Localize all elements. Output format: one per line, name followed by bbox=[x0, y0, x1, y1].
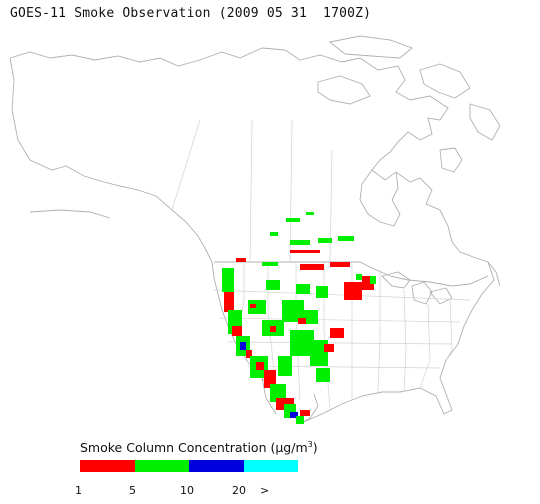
smoke-patch bbox=[330, 262, 350, 267]
smoke-patch bbox=[296, 284, 310, 294]
legend-title-prefix: Smoke Column Concentration ( bbox=[80, 440, 276, 456]
smoke-patch bbox=[248, 300, 266, 314]
canada-us-border bbox=[214, 261, 489, 287]
smoke-patch bbox=[224, 292, 234, 312]
smoke-patch bbox=[296, 416, 304, 424]
smoke-patch bbox=[300, 264, 324, 270]
smoke-patch bbox=[264, 370, 276, 388]
smoke-patch bbox=[324, 344, 334, 352]
aleutians bbox=[29, 209, 111, 219]
legend-tick: 5 bbox=[129, 484, 136, 497]
mexico-outline bbox=[261, 377, 319, 425]
legend-segment-blue bbox=[189, 460, 244, 472]
smoke-patch bbox=[306, 212, 314, 215]
smoke-patch bbox=[246, 350, 252, 358]
smoke-patch bbox=[344, 282, 362, 300]
smoke-patch bbox=[278, 356, 292, 376]
smoke-patch bbox=[318, 238, 332, 243]
legend-tick: 20 bbox=[232, 484, 246, 497]
arctic-islands bbox=[317, 75, 371, 105]
smoke-map bbox=[9, 35, 501, 425]
map-outlines bbox=[9, 35, 501, 425]
smoke-patch bbox=[250, 304, 256, 308]
legend-tick: 10 bbox=[180, 484, 194, 497]
legend-unit: μg/m bbox=[275, 440, 308, 456]
smoke-patch bbox=[304, 310, 318, 324]
smoke-patch bbox=[232, 326, 242, 336]
smoke-patch bbox=[310, 340, 328, 366]
smoke-patch bbox=[240, 342, 246, 350]
arctic-coastline bbox=[9, 47, 501, 287]
smoke-patch bbox=[270, 384, 286, 402]
smoke-patch bbox=[270, 232, 278, 236]
smoke-patch bbox=[370, 276, 376, 284]
smoke-patch bbox=[290, 250, 320, 253]
smoke-patch bbox=[298, 318, 306, 324]
smoke-patch bbox=[282, 300, 304, 322]
smoke-patch bbox=[300, 410, 310, 416]
smoke-patch bbox=[262, 262, 278, 266]
hudson-bay bbox=[359, 169, 401, 227]
smoke-patch bbox=[290, 412, 298, 418]
legend-title: Smoke Column Concentration (μg/m3) bbox=[80, 440, 318, 455]
page-title: GOES-11 Smoke Observation (2009 05 31 17… bbox=[10, 6, 372, 21]
smoke-patch bbox=[338, 236, 354, 241]
smoke-patch bbox=[356, 274, 362, 280]
state-lines bbox=[213, 262, 471, 411]
legend-segment-cyan bbox=[243, 460, 298, 472]
smoke-patch bbox=[270, 326, 276, 332]
smoke-patch bbox=[266, 280, 280, 290]
smoke-patch bbox=[256, 362, 264, 370]
smoke-patch bbox=[290, 240, 310, 245]
smoke-patch bbox=[222, 268, 234, 292]
smoke-patch bbox=[316, 368, 330, 382]
legend-tick: > bbox=[260, 484, 270, 497]
legend-title-suffix: ) bbox=[312, 440, 318, 456]
legend-color-bar bbox=[80, 460, 298, 472]
smoke-pixels bbox=[222, 212, 376, 424]
smoke-patch bbox=[330, 328, 344, 338]
legend-segment-red bbox=[80, 460, 135, 472]
legend-unit-superscript: 3 bbox=[307, 440, 313, 449]
smoke-patch bbox=[316, 286, 328, 298]
smoke-patch bbox=[236, 258, 246, 262]
smoke-patch bbox=[286, 218, 300, 222]
atlantic-coastline bbox=[299, 261, 495, 425]
legend-tick: 1 bbox=[75, 484, 82, 497]
legend-segment-green bbox=[134, 460, 189, 472]
